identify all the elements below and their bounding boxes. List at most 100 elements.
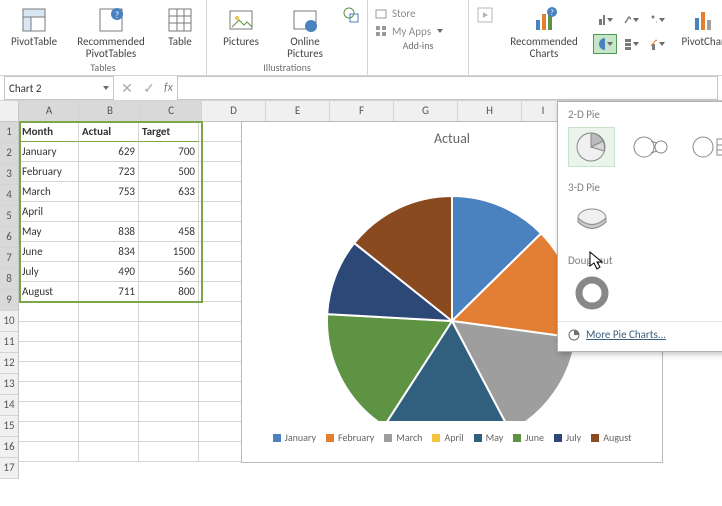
cell[interactable]: Actual <box>79 122 139 142</box>
cancel-formula-button[interactable]: ✕ <box>116 80 138 97</box>
cell[interactable]: 560 <box>139 262 199 282</box>
insert-combo-chart-button[interactable] <box>645 34 669 54</box>
cell[interactable] <box>19 342 79 362</box>
row-header-17[interactable]: 17 <box>0 458 18 479</box>
cell[interactable] <box>79 442 139 462</box>
fx-icon[interactable]: fx <box>160 81 177 95</box>
bar-of-pie-option[interactable] <box>685 127 722 167</box>
cell[interactable]: 633 <box>139 182 199 202</box>
cell[interactable] <box>79 402 139 422</box>
pie-2d-option[interactable] <box>568 127 615 167</box>
pivotchart-button[interactable]: PivotChart <box>677 6 722 48</box>
pie-3d-option[interactable] <box>568 200 616 240</box>
cell[interactable] <box>19 362 79 382</box>
cell[interactable]: May <box>19 222 79 242</box>
cell[interactable]: February <box>19 162 79 182</box>
column-header-H[interactable]: H <box>458 101 522 121</box>
column-header-C[interactable]: C <box>141 101 202 121</box>
cell[interactable] <box>139 202 199 222</box>
more-pie-charts-button[interactable]: More Pie Charts... <box>558 321 722 345</box>
cell[interactable]: 458 <box>139 222 199 242</box>
online-pictures-button[interactable]: Online Pictures <box>277 6 333 60</box>
insert-column-chart-button[interactable] <box>593 10 617 30</box>
row-header-14[interactable]: 14 <box>0 395 18 416</box>
bing-maps-button[interactable] <box>475 6 495 24</box>
cell[interactable]: 500 <box>139 162 199 182</box>
cell[interactable] <box>139 322 199 342</box>
cell[interactable]: Target <box>139 122 199 142</box>
row-header-4[interactable]: 4 <box>0 185 18 206</box>
cell[interactable] <box>19 382 79 402</box>
row-header-5[interactable]: 5 <box>0 206 18 227</box>
column-header-B[interactable]: B <box>80 101 141 121</box>
cell[interactable] <box>139 422 199 442</box>
shapes-button[interactable] <box>341 6 361 24</box>
row-header-6[interactable]: 6 <box>0 227 18 248</box>
formula-bar[interactable] <box>177 76 718 100</box>
enter-formula-button[interactable]: ✓ <box>138 80 160 97</box>
cell[interactable]: March <box>19 182 79 202</box>
insert-bar-chart-button[interactable] <box>619 34 643 54</box>
insert-line-chart-button[interactable] <box>619 10 643 30</box>
cell[interactable]: 753 <box>79 182 139 202</box>
column-header-D[interactable]: D <box>202 101 266 121</box>
cell[interactable]: July <box>19 262 79 282</box>
table-button[interactable]: Table <box>160 6 200 48</box>
cell[interactable] <box>19 422 79 442</box>
row-header-16[interactable]: 16 <box>0 437 18 458</box>
cell[interactable]: August <box>19 282 79 302</box>
row-header-3[interactable]: 3 <box>0 164 18 185</box>
cell[interactable] <box>139 342 199 362</box>
cell[interactable]: 838 <box>79 222 139 242</box>
cell[interactable] <box>19 302 79 322</box>
row-header-13[interactable]: 13 <box>0 374 18 395</box>
row-header-15[interactable]: 15 <box>0 416 18 437</box>
select-all-corner[interactable] <box>0 101 19 122</box>
cell[interactable]: January <box>19 142 79 162</box>
cell[interactable] <box>79 302 139 322</box>
cell[interactable] <box>79 322 139 342</box>
row-header-9[interactable]: 9 <box>0 290 18 311</box>
cell[interactable] <box>139 302 199 322</box>
cell[interactable]: 800 <box>139 282 199 302</box>
myapps-button[interactable]: My Apps <box>374 24 462 38</box>
row-header-1[interactable]: 1 <box>0 122 18 143</box>
name-box[interactable]: Chart 2 <box>4 76 114 100</box>
column-header-G[interactable]: G <box>394 101 458 121</box>
insert-pie-chart-button[interactable] <box>593 34 617 54</box>
cell[interactable]: 711 <box>79 282 139 302</box>
row-header-7[interactable]: 7 <box>0 248 18 269</box>
row-header-12[interactable]: 12 <box>0 353 18 374</box>
row-header-8[interactable]: 8 <box>0 269 18 290</box>
row-header-10[interactable]: 10 <box>0 311 18 332</box>
store-button[interactable]: Store <box>374 6 462 20</box>
cell[interactable] <box>79 422 139 442</box>
cell[interactable] <box>139 382 199 402</box>
pivottable-button[interactable]: PivotTable <box>6 6 62 48</box>
cell[interactable]: 723 <box>79 162 139 182</box>
cell[interactable]: April <box>19 202 79 222</box>
cell[interactable] <box>79 202 139 222</box>
row-header-11[interactable]: 11 <box>0 332 18 353</box>
pictures-button[interactable]: Pictures <box>213 6 269 48</box>
cell[interactable]: 834 <box>79 242 139 262</box>
column-header-A[interactable]: A <box>19 101 80 121</box>
cell[interactable] <box>19 442 79 462</box>
pie-of-pie-option[interactable] <box>627 127 674 167</box>
doughnut-option[interactable] <box>568 273 616 313</box>
column-header-F[interactable]: F <box>330 101 394 121</box>
cell[interactable]: 629 <box>79 142 139 162</box>
cell[interactable] <box>79 342 139 362</box>
cell[interactable]: 1500 <box>139 242 199 262</box>
cell[interactable] <box>19 402 79 422</box>
cell[interactable] <box>139 442 199 462</box>
cell[interactable]: Month <box>19 122 79 142</box>
row-header-2[interactable]: 2 <box>0 143 18 164</box>
recommended-charts-button[interactable]: ? Recommended Charts <box>503 6 585 60</box>
cell[interactable] <box>139 362 199 382</box>
cell[interactable]: June <box>19 242 79 262</box>
insert-winloss-button[interactable] <box>645 10 669 30</box>
cell[interactable] <box>19 322 79 342</box>
cell[interactable] <box>79 382 139 402</box>
recommended-pivottables-button[interactable]: ? Recommended PivotTables <box>70 6 152 60</box>
